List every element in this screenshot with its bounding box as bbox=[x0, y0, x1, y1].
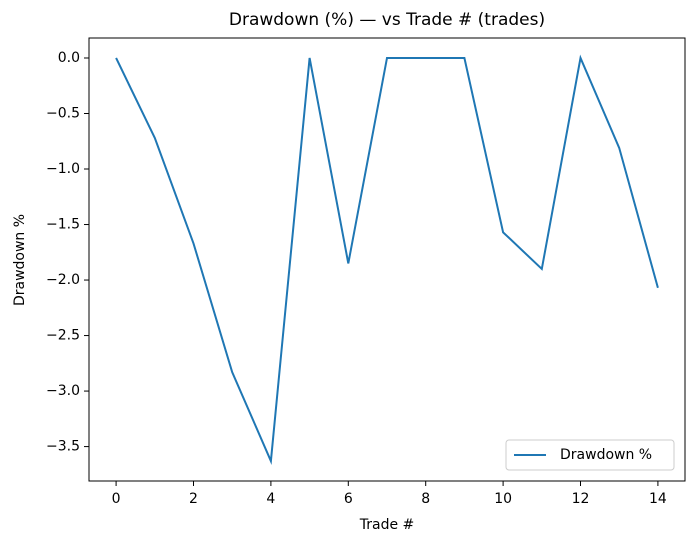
x-tick-label: 8 bbox=[421, 491, 430, 507]
y-tick-label: −0.5 bbox=[46, 105, 80, 121]
y-tick-label: −1.5 bbox=[46, 217, 80, 233]
legend-box bbox=[505, 439, 675, 471]
x-axis-label: Trade # bbox=[359, 517, 415, 533]
y-tick-label: −1.0 bbox=[46, 161, 80, 177]
x-tick-label: 14 bbox=[649, 491, 667, 507]
y-tick-label: −2.0 bbox=[46, 272, 80, 288]
x-tick-label: 10 bbox=[494, 491, 512, 507]
x-tick-label: 6 bbox=[344, 491, 353, 507]
data-line bbox=[115, 54, 659, 465]
legend-label: Drawdown % bbox=[560, 447, 652, 463]
x-tick-label: 12 bbox=[572, 491, 590, 507]
y-tick-label: −2.5 bbox=[46, 328, 80, 344]
y-axis-label: Drawdown % bbox=[12, 214, 28, 306]
plot-frame bbox=[88, 37, 686, 482]
y-tick-label: −3.0 bbox=[46, 383, 80, 399]
x-tick-label: 0 bbox=[112, 491, 121, 507]
chart-title: Drawdown (%) — vs Trade # (trades) bbox=[229, 10, 545, 30]
y-tick-label: 0.0 bbox=[58, 50, 80, 66]
y-tick-label: −3.5 bbox=[46, 439, 80, 455]
x-tick-label: 4 bbox=[266, 491, 275, 507]
x-tick-label: 2 bbox=[189, 491, 198, 507]
